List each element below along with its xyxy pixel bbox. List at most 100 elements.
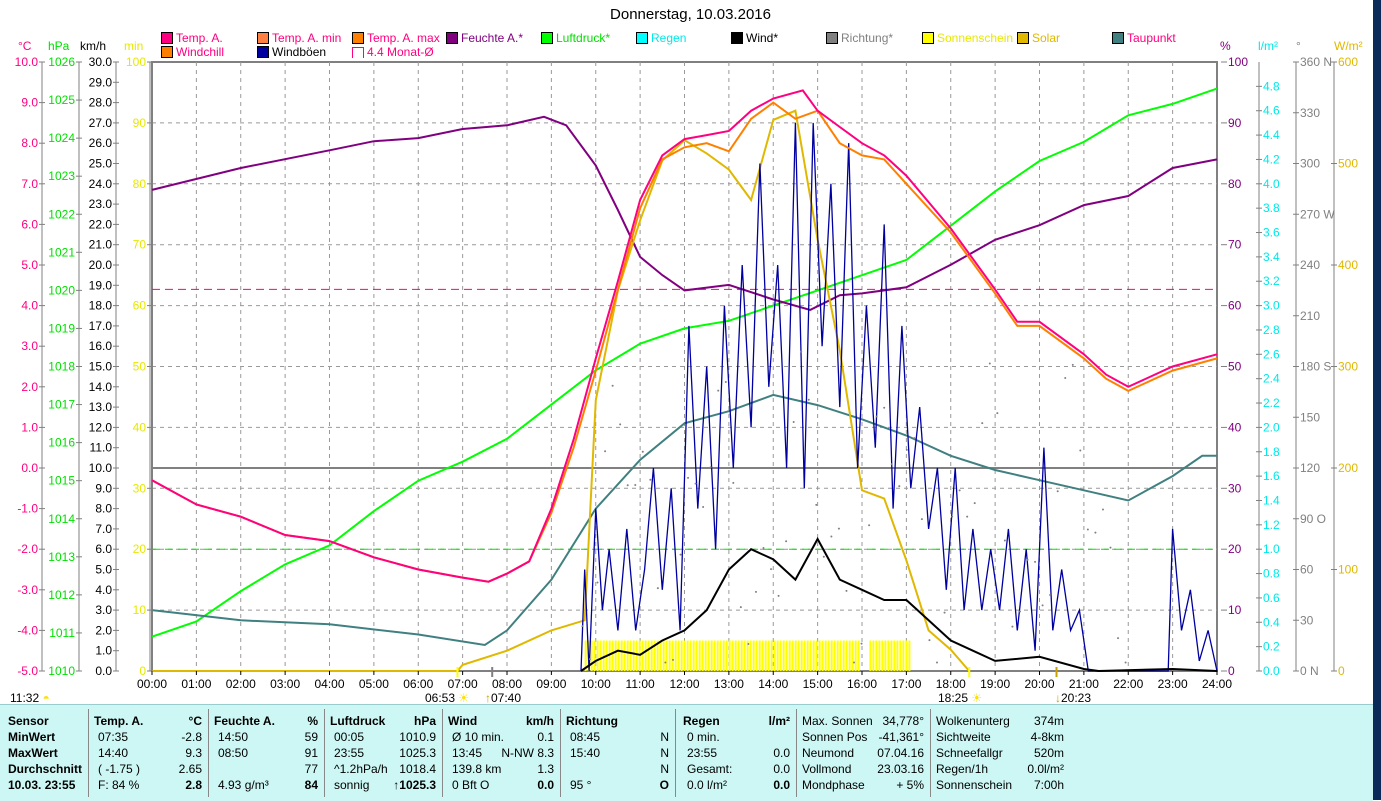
celsius-tick-label: 3.0 xyxy=(21,339,38,353)
legend-item: Windböen xyxy=(257,45,326,59)
sunshine-bar xyxy=(734,640,737,671)
astro-value: -41,361° xyxy=(878,730,925,744)
direction-point xyxy=(875,415,878,418)
hpa-tick-label: 1024 xyxy=(48,131,75,145)
min-tick-label: 0 xyxy=(139,664,146,678)
rain-column: Regen l/m² 0 min. 23:55 0.0 Gesamt: 0.0 0.0 l/m… xyxy=(675,709,797,797)
pressure-row-label: 00:05 xyxy=(334,730,365,744)
x-tick-label: 14:00 xyxy=(758,677,788,691)
sunshine-bar xyxy=(698,640,701,671)
legend-item: Taupunkt xyxy=(1112,31,1176,45)
sunshine-bar xyxy=(704,640,707,671)
kmh-tick-label: 4.0 xyxy=(95,583,112,597)
sunshine-bar xyxy=(668,640,671,671)
series-taupunkt xyxy=(151,393,1217,647)
percent-tick-label: 100 xyxy=(1228,55,1248,69)
rain-tick-label: 1.0 xyxy=(1263,542,1280,556)
legend-swatch xyxy=(826,32,838,44)
wind-unit: km/h xyxy=(525,714,554,728)
hpa-tick-label: 1010 xyxy=(48,664,75,678)
temp-header: Temp. A. xyxy=(94,714,144,728)
misc-label: Regen/1h xyxy=(936,762,989,776)
x-tick-label: 03:00 xyxy=(270,677,300,691)
row-label-min: MinWert xyxy=(8,730,56,744)
sunshine-bar xyxy=(752,640,755,671)
legend-swatch xyxy=(352,46,364,58)
legend-swatch xyxy=(257,46,269,58)
celsius-tick-label: -3.0 xyxy=(17,583,38,597)
x-tick-label: 15:00 xyxy=(803,677,833,691)
kmh-tick-label: 30.0 xyxy=(89,55,113,69)
sunshine-bar xyxy=(701,640,704,671)
direction-point xyxy=(1101,508,1104,511)
kmh-tick-label: 3.0 xyxy=(95,603,112,617)
astro-label: Vollmond xyxy=(802,762,852,776)
legend-swatch xyxy=(161,46,173,58)
direction-point xyxy=(920,518,923,521)
direction-point xyxy=(935,661,938,664)
sunshine-bar xyxy=(761,640,764,671)
direction-point xyxy=(1071,363,1074,366)
legend-swatch xyxy=(1112,32,1124,44)
sunshine-bar xyxy=(683,640,686,671)
percent-axis-unit: % xyxy=(1220,39,1231,53)
min-tick-label: 60 xyxy=(133,299,147,313)
kmh-tick-label: 19.0 xyxy=(89,278,113,292)
direction-tick-label: 360 N xyxy=(1300,55,1332,69)
direction-tick-label: 270 W xyxy=(1300,207,1335,221)
direction-point xyxy=(581,625,584,628)
kmh-tick-label: 27.0 xyxy=(89,116,113,130)
hpa-tick-label: 1016 xyxy=(48,436,75,450)
moonrise-arrow-icon: ↑ xyxy=(485,691,491,705)
direction-point xyxy=(641,450,644,453)
legend-label: Temp. A. min xyxy=(272,31,342,45)
direction-point xyxy=(973,502,976,505)
kmh-tick-label: 13.0 xyxy=(89,400,113,414)
legend-swatch xyxy=(446,32,458,44)
sunshine-bar xyxy=(884,640,887,671)
sunshine-bar xyxy=(641,640,644,671)
wind-column: Wind km/h Ø 10 min. 0.1 13:45 N-NW 8.3 139.8 k… xyxy=(442,709,561,797)
solar-tick-label: 600 xyxy=(1338,55,1358,69)
x-tick-label: 23:00 xyxy=(1158,677,1188,691)
rain-tick-label: 0.2 xyxy=(1263,640,1280,654)
direction-point xyxy=(822,555,825,558)
direction-row-value: N xyxy=(660,762,669,776)
direction-tick-label: 90 O xyxy=(1300,512,1326,526)
row-label-avg: Durchschnitt xyxy=(8,762,83,776)
direction-tick-label: 210 xyxy=(1300,309,1320,323)
direction-point xyxy=(754,590,757,593)
sunshine-bar xyxy=(746,640,749,671)
sunshine-bar xyxy=(821,640,824,671)
sunshine-bar xyxy=(755,640,758,671)
kmh-tick-label: 21.0 xyxy=(89,238,113,252)
rain-row-value: 0.0 xyxy=(773,778,790,792)
rain-tick-label: 3.8 xyxy=(1263,201,1280,215)
x-tick-label: 07:00 xyxy=(448,677,478,691)
sun-icon: ☀ xyxy=(458,691,470,705)
rain-tick-label: 3.0 xyxy=(1263,299,1280,313)
sunshine-bar xyxy=(899,640,902,671)
percent-tick-label: 50 xyxy=(1228,360,1242,374)
sunshine-bar xyxy=(644,640,647,671)
direction-point xyxy=(664,661,667,664)
sunshine-bar xyxy=(896,640,899,671)
direction-point xyxy=(898,485,901,488)
sunshine-bar xyxy=(836,640,839,671)
direction-point xyxy=(1079,449,1082,452)
kmh-tick-label: 0.0 xyxy=(95,664,112,678)
direction-row-value: N xyxy=(660,746,669,760)
direction-point xyxy=(626,484,629,487)
direction-point xyxy=(996,412,999,415)
solar-tick-label: 100 xyxy=(1338,563,1358,577)
astro-value: 34,778° xyxy=(882,714,924,728)
wind-header: Wind xyxy=(448,714,478,728)
x-tick-label: 08:00 xyxy=(492,677,522,691)
hpa-tick-label: 1023 xyxy=(48,169,75,183)
direction-tick-label: 30 xyxy=(1300,613,1314,627)
moonrise-marker: ↑07:40 xyxy=(485,692,521,704)
x-tick-label: 00:00 xyxy=(137,677,167,691)
wind-row-label: Ø 10 min. xyxy=(452,730,505,744)
sunshine-bar xyxy=(773,640,776,671)
direction-tick-label: 120 xyxy=(1300,461,1320,475)
